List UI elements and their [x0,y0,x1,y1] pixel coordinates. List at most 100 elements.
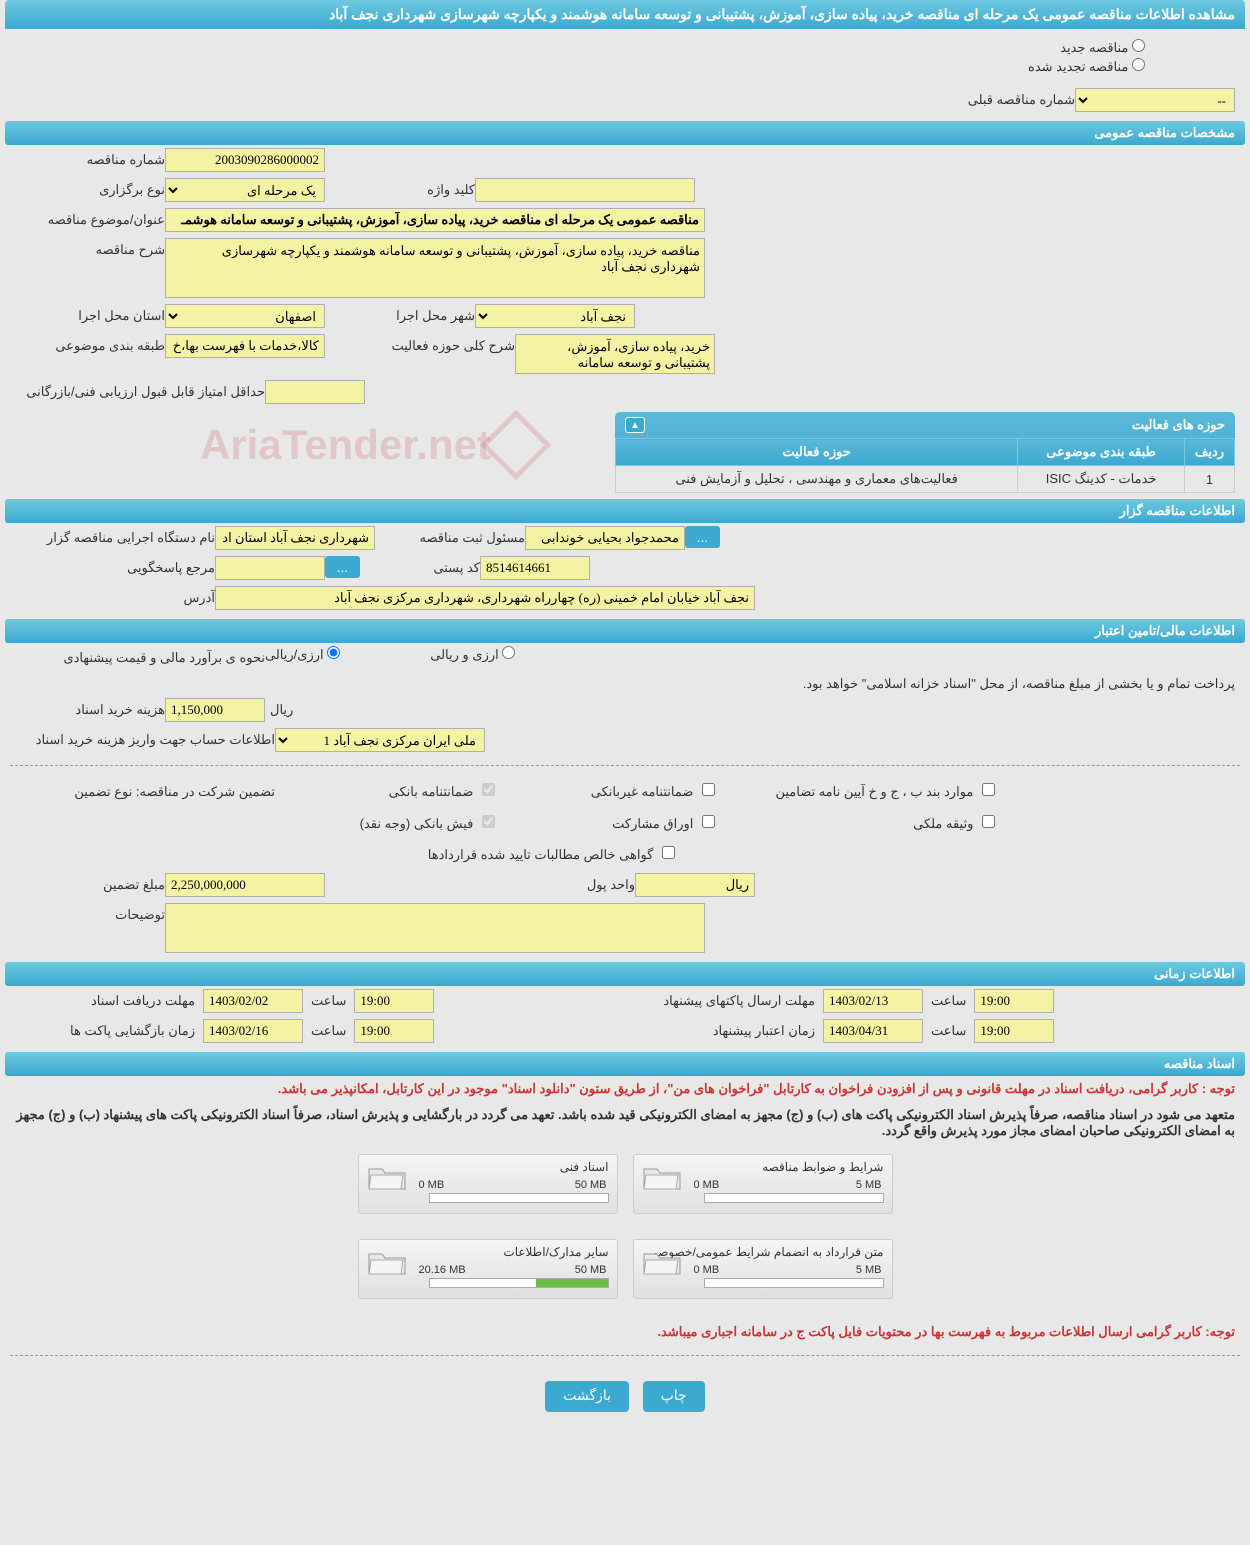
cb6-label: وثیقه ملکی [913,816,973,831]
radio-renewed-tender[interactable]: مناقصه تجدید شده [15,58,1145,75]
tender-number-field[interactable] [165,148,325,172]
doc-max-size: 50 MB [575,1179,607,1191]
lbl-open-time: زمان بازگشایی پاکت ها [15,1023,195,1039]
lbl-desc: شرح مناقصه [15,238,165,262]
lbl-phone: مرجع پاسخگویی [15,556,215,580]
doc-max-size: 50 MB [575,1264,607,1276]
cb-bonds[interactable]: اوراق مشارکت [495,812,715,835]
opt-both-label: ارزی و ریالی [430,647,499,662]
lbl-activity-desc: شرح کلی حوزه فعالیت [385,334,515,358]
doc-fee-field[interactable] [165,698,265,722]
doc-card[interactable]: سایر مدارک/اطلاعات20.16 MB50 MB [358,1239,618,1299]
currency-field[interactable] [635,873,755,897]
docs-note3: توجه: کاربر گرامی ارسال اطلاعات مربوط به… [5,1319,1245,1345]
account-select[interactable]: ملی ایران مرکزی نجف آباد 1 [275,728,485,752]
phone-field[interactable] [215,556,325,580]
more-button[interactable]: ... [685,526,720,548]
desc-field[interactable]: مناقصه خرید، پیاده سازی، آموزش، پشتیبانی… [165,238,705,298]
docs-note2: متعهد می شود در اسناد مناقصه، صرفاً پذیر… [5,1102,1245,1144]
cb7-label: گواهی خالص مطالبات تایید شده قراردادها [428,847,654,862]
prev-number-select[interactable]: -- [1075,88,1235,112]
doc-max-size: 5 MB [856,1179,882,1191]
doc-cards-container: شرایط و ضوابط مناقصه0 MB5 MBاسناد فنی0 M… [5,1144,1245,1319]
footer-buttons: چاپ بازگشت [5,1366,1245,1427]
cb-property[interactable]: وثیقه ملکی [715,812,995,835]
docs-note1: توجه : کاربر گرامی، دریافت اسناد در مهلت… [5,1076,1245,1102]
doc-card[interactable]: اسناد فنی0 MB50 MB [358,1154,618,1214]
col-area: حوزه فعالیت [616,439,1018,466]
min-score-field[interactable] [265,380,365,404]
prev-number-label: شماره مناقصه قبلی [925,88,1075,112]
cb-bank-receipt[interactable]: فیش بانکی (وجه نقد) [275,812,495,835]
city-select[interactable]: نجف آباد [475,304,635,328]
radio-new-tender[interactable]: مناقصه جدید [15,39,1145,56]
lbl-currency: واحد پول [545,873,635,897]
opt-rial-label: ارزی/ریالی [265,647,324,662]
lbl-keyword: کلید واژه [385,178,475,202]
reg-officer-field[interactable] [525,526,685,550]
lbl-address: آدرس [15,586,215,610]
doc-used-size: 0 MB [419,1179,445,1191]
folder-icon [642,1248,682,1278]
subject-class-field[interactable] [165,334,325,358]
cb2-label: ضمانتنامه غیربانکی [591,784,694,799]
validity-date[interactable] [823,1019,923,1043]
doc-card[interactable]: متن قرارداد به انضمام شرایط عمومی/خصوصی0… [633,1239,893,1299]
submit-deadline-date[interactable] [823,989,923,1013]
phone-more-button[interactable]: ... [325,556,360,578]
lbl-number: شماره مناقصه [15,148,165,172]
open-date[interactable] [203,1019,303,1043]
cb-regulation-items[interactable]: موارد بند ب ، ج و خ آیین نامه تضامین [715,780,995,804]
lbl-subject-class: طبقه بندی موضوعی [15,334,165,358]
postal-field[interactable] [480,556,590,580]
tender-status-radios: مناقصه جدید مناقصه تجدید شده [5,29,1245,85]
lbl-min-score: حداقل امتیاز قابل قبول ارزیابی فنی/بازرگ… [15,380,265,404]
doc-card[interactable]: شرایط و ضوابط مناقصه0 MB5 MB [633,1154,893,1214]
submit-deadline-time[interactable] [974,989,1054,1013]
doc-used-size: 20.16 MB [419,1264,466,1276]
org-field[interactable] [215,526,375,550]
section-time: اطلاعات زمانی [5,962,1245,986]
lbl-guarantee-amount: مبلغ تضمین [15,873,165,897]
open-time[interactable] [354,1019,434,1043]
col-class: طبقه بندی موضوعی [1018,439,1185,466]
progress-bar [704,1278,884,1288]
province-select[interactable]: اصفهان [165,304,325,328]
cell-area: فعالیت‌های معماری و مهندسی ، تحلیل و آزم… [616,466,1018,493]
address-field[interactable] [215,586,755,610]
lbl-time2: ساعت [931,993,966,1009]
lbl-province: استان محل اجرا [15,304,165,328]
cb1-label: ضمانتنامه بانکی [389,784,474,799]
guarantee-amount-field[interactable] [165,873,325,897]
lbl-doc-fee: هزینه خرید اسناد [15,698,165,722]
section-org: اطلاعات مناقصه گزار [5,499,1245,523]
validity-time[interactable] [974,1019,1054,1043]
notes-field[interactable] [165,903,705,953]
back-button[interactable]: بازگشت [545,1381,629,1412]
radio-renewed-label: مناقصه تجدید شده [1028,59,1128,74]
activity-desc-field[interactable]: خرید، پیاده سازی، آموزش، پشتیبانی و توسع… [515,334,715,374]
cb-bank-guarantee[interactable]: ضمانتنامه بانکی [275,780,495,804]
opt-rial[interactable]: ارزی/ریالی [265,646,340,663]
section-docs: اسناد مناقصه [5,1052,1245,1076]
doc-deadline-date[interactable] [203,989,303,1013]
opt-both[interactable]: ارزی و ریالی [430,646,515,663]
keyword-field[interactable] [475,178,695,202]
radio-new-label: مناقصه جدید [1060,40,1128,55]
cb-nonbank-guarantee[interactable]: ضمانتنامه غیربانکی [495,780,715,804]
cb3-label: موارد بند ب ، ج و خ آیین نامه تضامین [775,784,973,799]
unit-rial: ریال [265,698,298,722]
watermark-text: AriaTender.net [200,421,491,469]
lbl-guarantee-type: تضمین شرکت در مناقصه: نوع تضمین [15,780,275,804]
cell-class: خدمات - کدینگ ISIC [1018,466,1185,493]
collapse-icon[interactable]: ▲ [625,417,645,433]
doc-deadline-time[interactable] [354,989,434,1013]
lbl-time3: ساعت [311,1023,346,1039]
title-field[interactable] [165,208,705,232]
cb-receivables-cert[interactable]: گواهی خالص مطالبات تایید شده قراردادها [275,843,675,866]
doc-used-size: 0 MB [694,1264,720,1276]
tender-type-select[interactable]: یک مرحله ای [165,178,325,202]
section-general: مشخصات مناقصه عمومی [5,121,1245,145]
print-button[interactable]: چاپ [643,1381,705,1412]
progress-bar [429,1193,609,1203]
